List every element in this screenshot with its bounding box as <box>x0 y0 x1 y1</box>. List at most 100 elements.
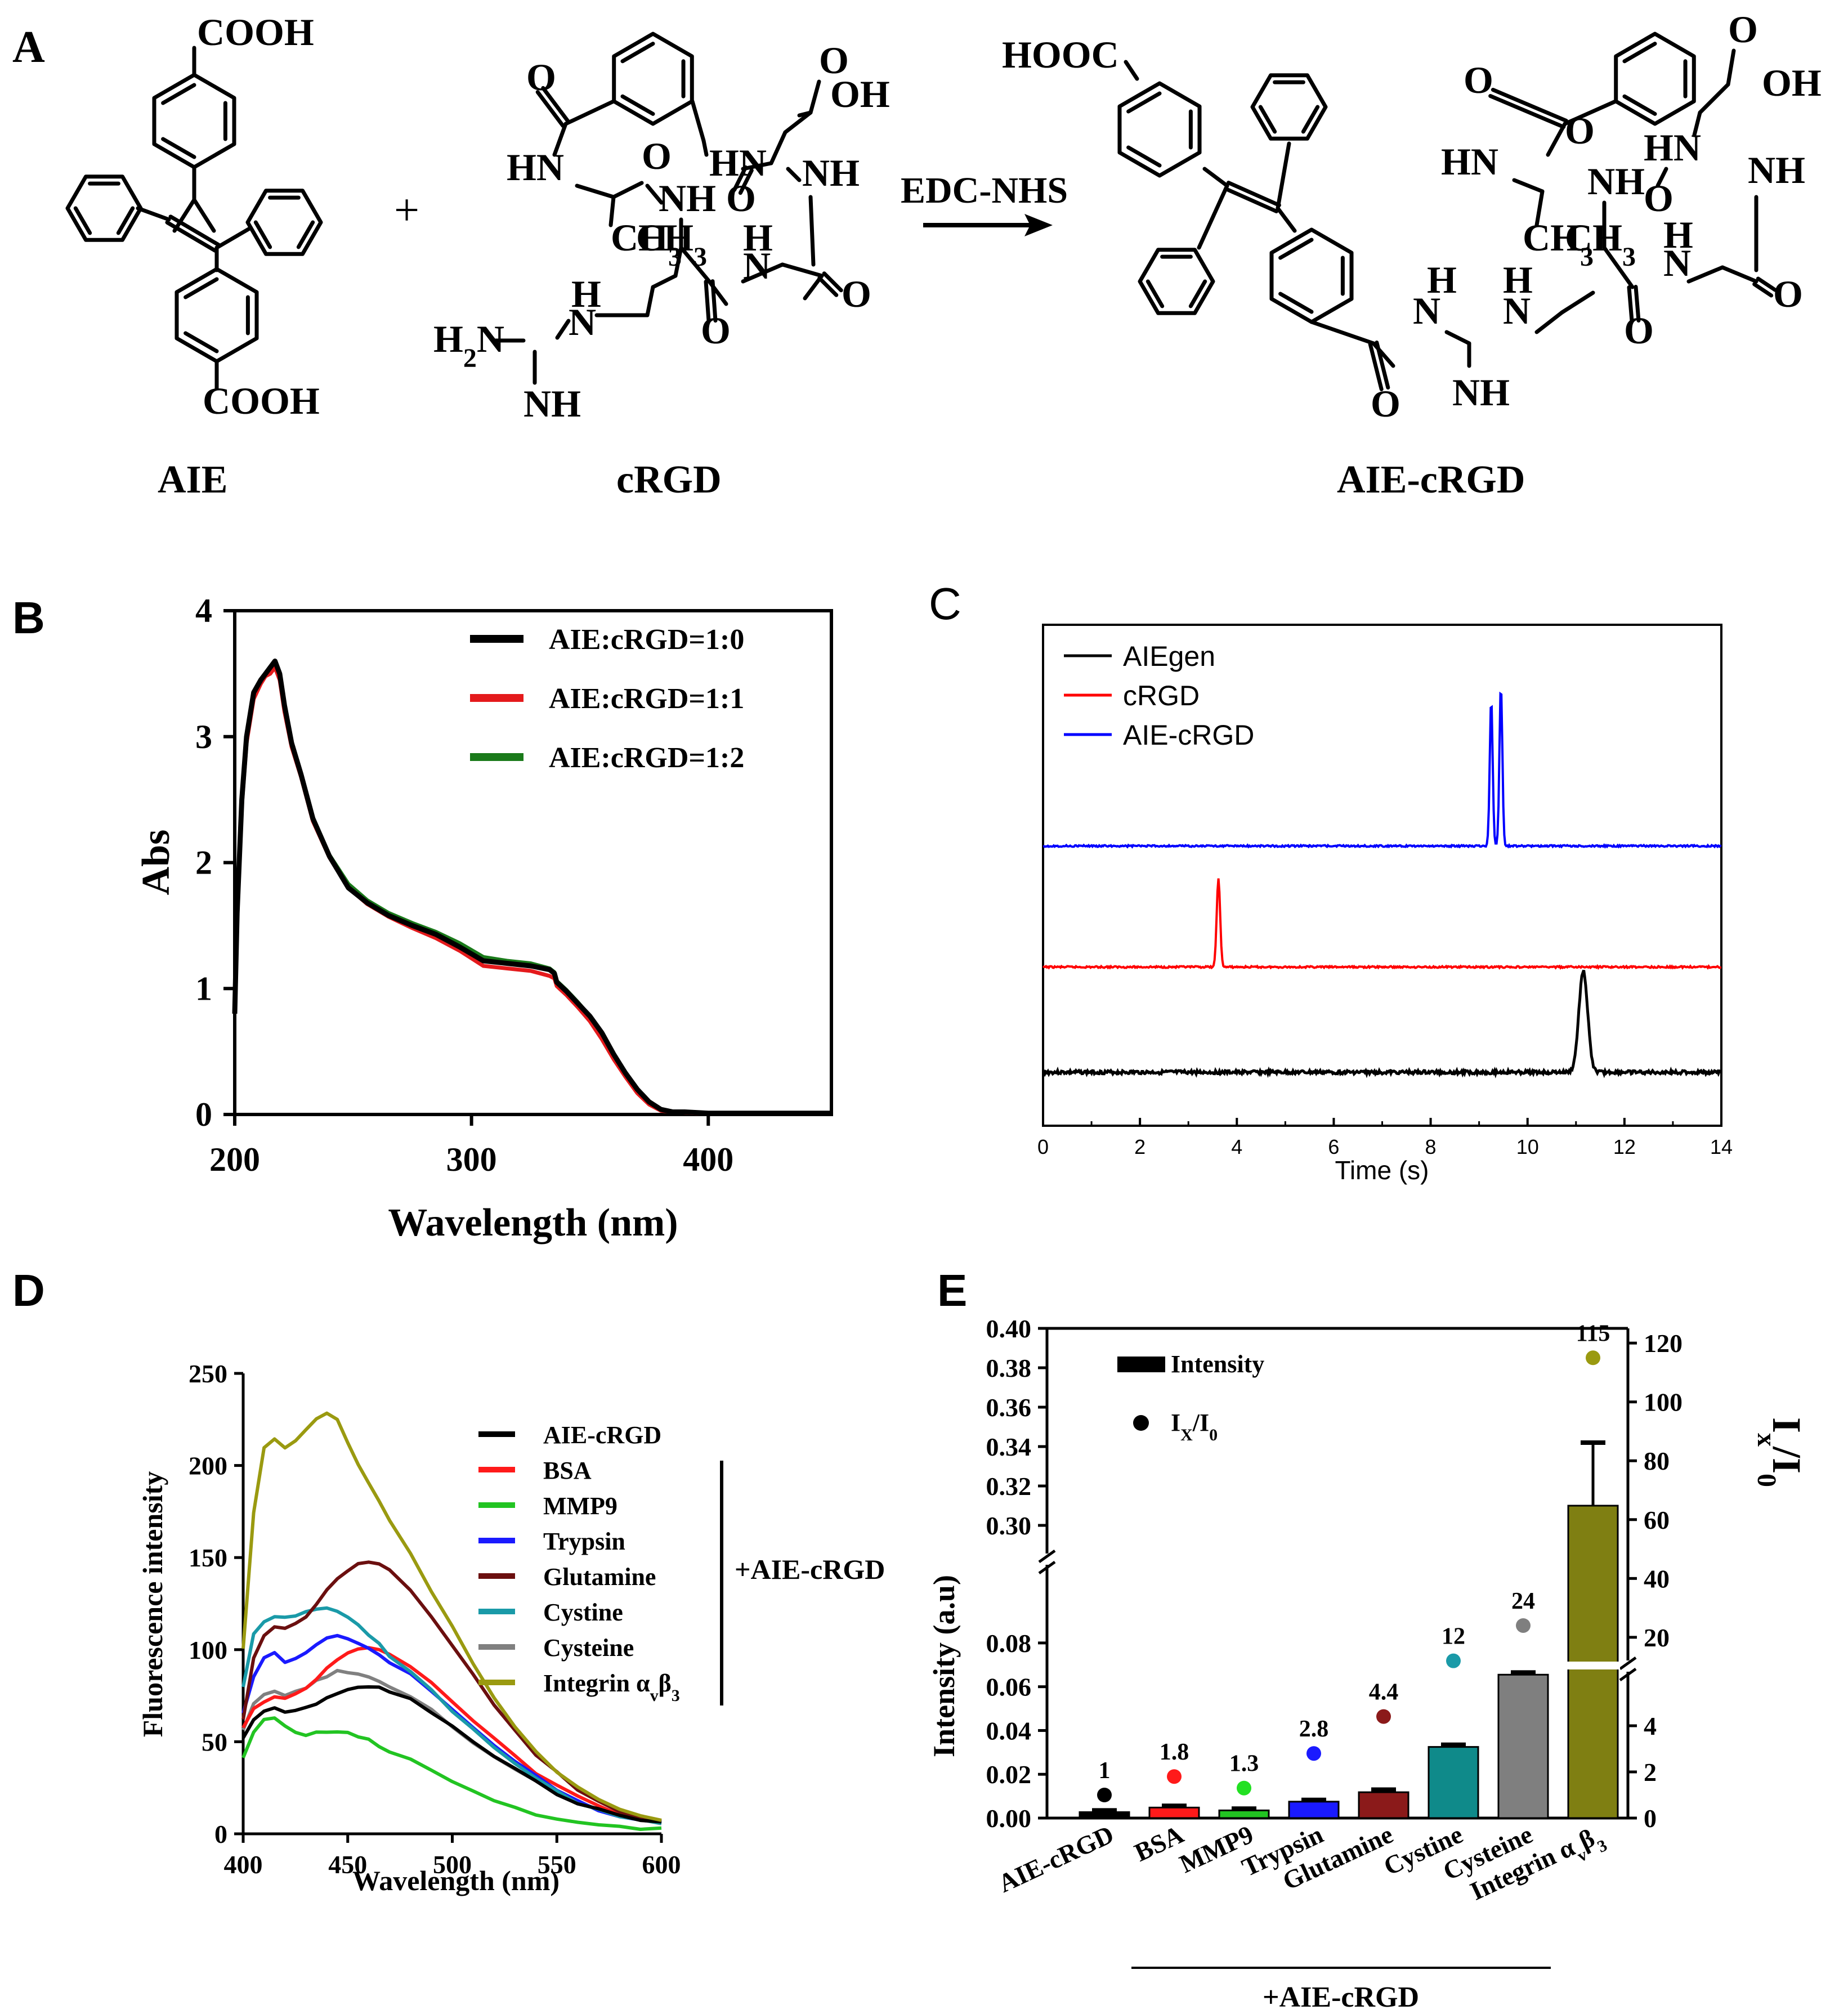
bond <box>192 198 216 233</box>
aromatic-bond <box>1301 105 1320 134</box>
atom-label: H <box>1663 213 1693 256</box>
aromatic-bond <box>1146 279 1165 308</box>
legend-intensity-label: Intensity <box>1171 1350 1264 1378</box>
double-bond <box>1491 87 1568 123</box>
ratio-dot <box>1446 1653 1461 1668</box>
bond <box>555 319 571 340</box>
axis-ticks: 400 450 500 550 600 0 50 100 150 200 250 <box>189 1359 681 1879</box>
ratio-label: 1 <box>1099 1758 1111 1784</box>
atom-label: O <box>819 39 849 82</box>
y-tick-label: 4 <box>195 592 212 629</box>
bond <box>1698 82 1730 115</box>
crgd-name: cRGD <box>616 458 722 502</box>
text-span: 3 <box>1580 242 1594 272</box>
bond <box>136 206 171 222</box>
bond <box>769 130 787 165</box>
x-tick-label: 6 <box>1328 1135 1339 1158</box>
x-tick-label: 450 <box>328 1850 367 1879</box>
bar <box>1288 1801 1340 1819</box>
legend-label: AIE:cRGD=1:2 <box>549 742 744 774</box>
axis-break-mark <box>1038 1560 1056 1575</box>
bond <box>786 167 802 182</box>
double-bond <box>732 165 748 192</box>
ratio-dot <box>1097 1788 1112 1802</box>
atom-label: NH <box>1748 149 1805 191</box>
bond <box>673 245 683 278</box>
atom-label: O <box>1773 272 1803 315</box>
x-axis-label: Wavelength (nm) <box>388 1201 678 1245</box>
bond <box>1726 48 1736 87</box>
bond <box>1563 99 1618 126</box>
benzene-ring <box>1614 32 1696 126</box>
aromatic-bond <box>1278 238 1314 260</box>
aromatic-bond <box>253 220 272 249</box>
legend-label: AIE-cRGD <box>543 1421 661 1449</box>
legend-label: Cysteine <box>543 1634 634 1662</box>
chromatogram-trace <box>1042 969 1722 1078</box>
spectrum-line <box>241 1685 662 1824</box>
text-span: H <box>433 317 463 360</box>
atom-label: O <box>842 272 871 315</box>
ratio-label: 1.3 <box>1229 1751 1259 1777</box>
benzene-ring <box>612 32 694 126</box>
benzene-ring <box>152 73 236 169</box>
ratio-dot <box>1376 1709 1391 1724</box>
y-tick-label: 3 <box>195 718 212 755</box>
atom-label: O <box>1464 59 1493 101</box>
atom-label: OH <box>830 73 890 115</box>
right-tick-label: 4 <box>1644 1712 1657 1740</box>
y-axis-label: Fluorescence intensity <box>137 1471 168 1738</box>
text-span: 3 <box>668 242 682 272</box>
atom-label: O <box>642 135 672 177</box>
bond <box>690 99 706 143</box>
double-bond <box>1488 94 1566 129</box>
atom-label: CH3 <box>1565 216 1636 272</box>
y-tick-label: 150 <box>189 1543 227 1572</box>
text-span: Integrin α <box>543 1669 650 1697</box>
bond <box>611 181 644 199</box>
x-tick-label: 400 <box>224 1850 263 1879</box>
plus-sign: + <box>394 186 419 235</box>
double-bond <box>822 271 843 293</box>
axis-break-mark <box>1619 1667 1637 1682</box>
bond <box>1686 265 1725 284</box>
right-tick-label: 60 <box>1644 1506 1670 1534</box>
atom-label: O <box>1371 382 1400 425</box>
atom-label: O <box>701 309 731 352</box>
atom-label: NH <box>659 177 716 220</box>
x-tick-label: 500 <box>433 1850 472 1879</box>
bond <box>645 183 664 205</box>
atom-label: NH <box>1452 371 1510 414</box>
atom-label: COOH <box>197 11 314 53</box>
bond <box>1197 183 1229 250</box>
category-labels: AIE-cRGD BSAMMP9TrypsinGlutamineCystineCy… <box>994 1820 1609 1906</box>
ratio-dot <box>1167 1769 1182 1784</box>
bond <box>797 110 813 118</box>
double-bond <box>817 276 839 297</box>
y-tick-label: 100 <box>189 1636 227 1664</box>
panel-b-letter: B <box>12 593 45 643</box>
atom-label: NH <box>802 151 860 194</box>
atom-label: O <box>1644 177 1674 220</box>
aromatic-bond <box>1188 279 1207 308</box>
bar <box>1218 1809 1270 1819</box>
ratio-label: 4.4 <box>1369 1680 1399 1705</box>
aromatic-bond <box>620 94 655 116</box>
atom-label: H2N <box>433 317 504 373</box>
left-tick-label: 0.32 <box>986 1472 1032 1501</box>
panel-d-fluorescence-chart: D 400 450 500 550 600 0 50 100 150 200 250 Wavelen… <box>12 1265 885 1896</box>
aromatic-bond <box>184 277 219 299</box>
bond <box>214 226 253 250</box>
axis-break-mark <box>1619 1656 1637 1671</box>
absorbance-line <box>232 665 831 1116</box>
bond <box>1276 206 1297 233</box>
y-tick-label: 1 <box>195 970 212 1007</box>
reaction-arrowhead <box>1024 214 1053 236</box>
x-tick-label: 200 <box>209 1141 260 1178</box>
atom-label: N <box>743 244 771 287</box>
bond <box>701 138 709 157</box>
right-tick-label: 120 <box>1644 1329 1683 1358</box>
bond <box>1124 60 1139 81</box>
text-span: v <box>650 1686 659 1705</box>
atom-label: H <box>571 272 601 315</box>
